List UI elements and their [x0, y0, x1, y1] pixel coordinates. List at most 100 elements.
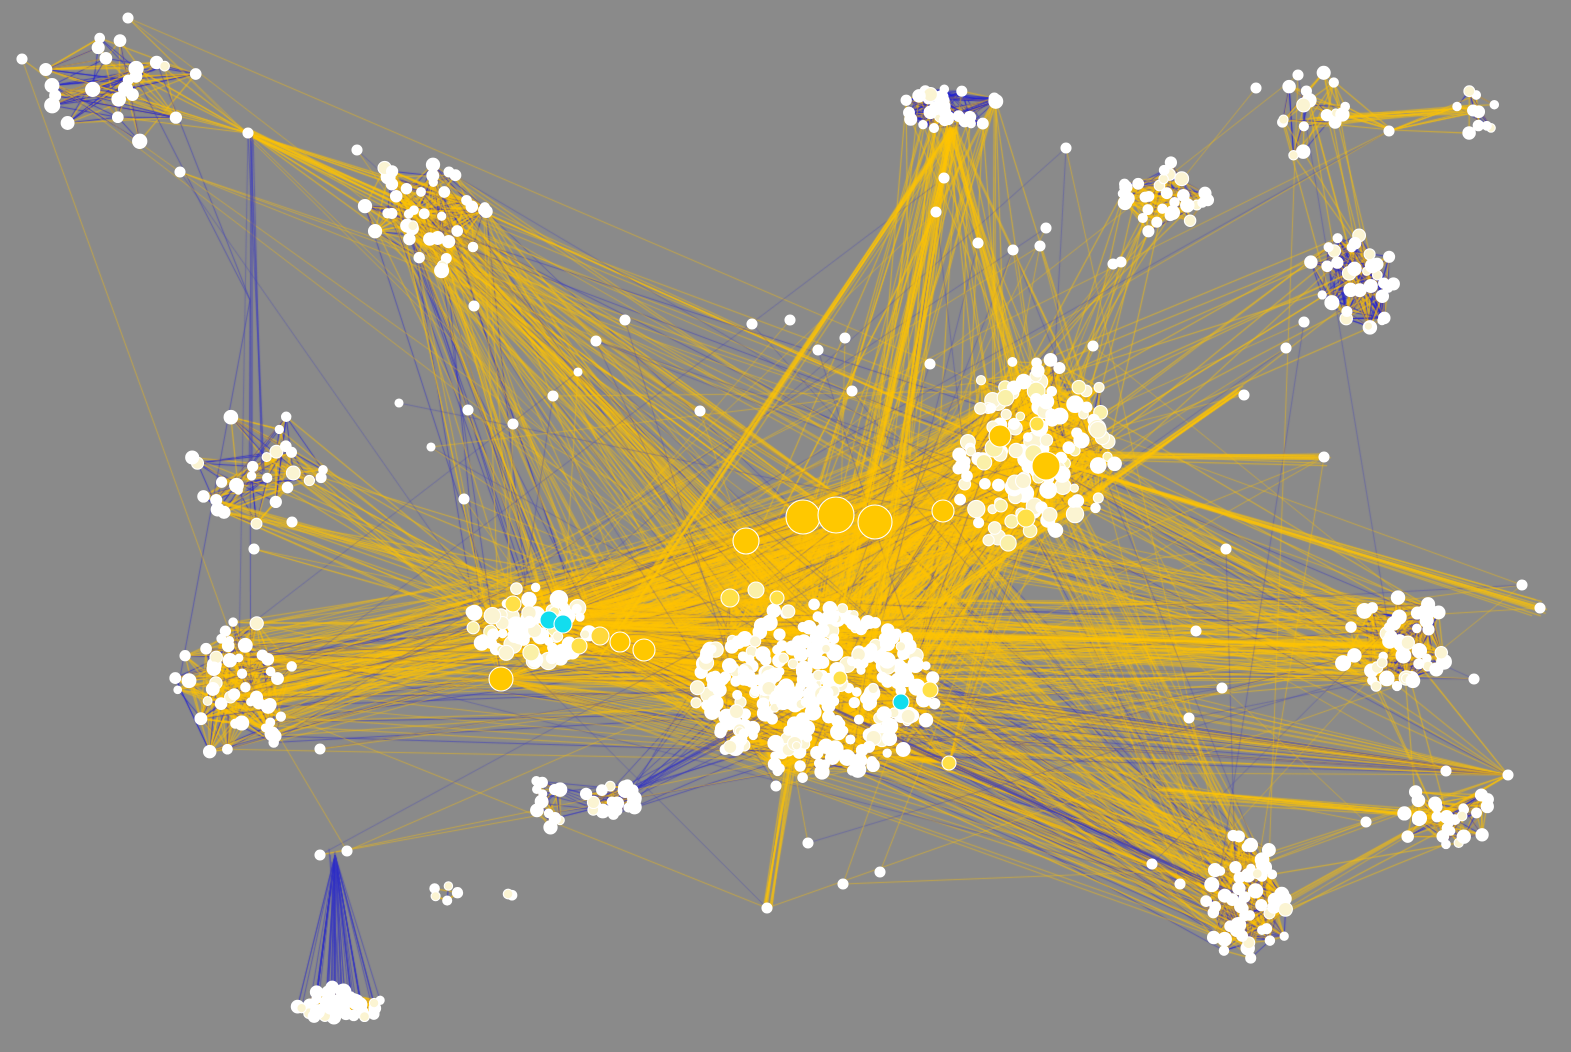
graph-node[interactable]	[982, 534, 995, 547]
graph-node[interactable]	[707, 644, 717, 654]
graph-node[interactable]	[286, 661, 297, 672]
graph-node[interactable]	[126, 88, 139, 101]
graph-node[interactable]	[269, 444, 284, 459]
graph-node-outlier[interactable]	[930, 206, 942, 218]
graph-node[interactable]	[409, 205, 419, 216]
graph-node[interactable]	[795, 680, 806, 692]
graph-node[interactable]	[714, 726, 727, 739]
graph-node[interactable]	[1316, 65, 1331, 80]
graph-node[interactable]	[228, 617, 238, 627]
graph-node[interactable]	[1413, 658, 1425, 670]
graph-node[interactable]	[1456, 810, 1468, 822]
graph-node[interactable]	[766, 713, 778, 725]
graph-node[interactable]	[586, 795, 601, 810]
graph-node[interactable]	[1015, 411, 1026, 422]
graph-node[interactable]	[732, 689, 743, 700]
graph-node[interactable]	[618, 782, 633, 797]
graph-node[interactable]	[229, 477, 244, 493]
graph-node[interactable]	[1041, 506, 1058, 523]
graph-node[interactable]	[1323, 242, 1334, 253]
graph-node-outlier[interactable]	[122, 12, 134, 24]
graph-node[interactable]	[223, 409, 239, 425]
graph-node[interactable]	[571, 603, 582, 614]
graph-node[interactable]	[813, 758, 825, 769]
graph-node[interactable]	[815, 623, 830, 638]
graph-node[interactable]	[1158, 173, 1169, 185]
graph-node[interactable]	[836, 603, 849, 615]
graph-node[interactable]	[1391, 680, 1403, 692]
graph-node[interactable]	[234, 653, 244, 663]
graph-node[interactable]	[976, 117, 989, 130]
graph-node[interactable]	[876, 706, 892, 722]
graph-node-hub[interactable]	[931, 499, 955, 523]
graph-node[interactable]	[802, 733, 813, 743]
graph-node[interactable]	[900, 708, 916, 724]
graph-node[interactable]	[1397, 806, 1412, 821]
graph-node[interactable]	[1282, 79, 1296, 94]
graph-node[interactable]	[1045, 408, 1058, 421]
graph-node[interactable]	[1247, 883, 1264, 899]
graph-node-outlier[interactable]	[1216, 682, 1228, 694]
graph-node[interactable]	[738, 665, 750, 676]
graph-node[interactable]	[216, 633, 227, 644]
graph-node[interactable]	[1463, 85, 1476, 98]
graph-node-hub[interactable]	[921, 681, 939, 699]
graph-node[interactable]	[848, 696, 860, 709]
graph-node[interactable]	[900, 94, 912, 106]
graph-node[interactable]	[1400, 635, 1415, 650]
graph-node[interactable]	[988, 93, 1004, 109]
graph-node-hub[interactable]	[785, 499, 821, 535]
graph-node[interactable]	[487, 628, 500, 641]
graph-node-outlier[interactable]	[314, 849, 326, 861]
graph-node[interactable]	[918, 119, 928, 130]
graph-node[interactable]	[240, 682, 251, 693]
graph-node[interactable]	[1257, 925, 1267, 935]
graph-node[interactable]	[1053, 361, 1066, 375]
graph-node[interactable]	[852, 658, 863, 669]
graph-node[interactable]	[1356, 602, 1373, 619]
graph-node[interactable]	[280, 411, 292, 423]
graph-node[interactable]	[1471, 807, 1482, 819]
graph-node[interactable]	[113, 34, 127, 47]
graph-node[interactable]	[823, 609, 839, 625]
graph-node[interactable]	[477, 634, 489, 646]
graph-node-hub[interactable]	[941, 755, 957, 771]
graph-node-outlier[interactable]	[351, 144, 363, 156]
graph-node[interactable]	[1413, 815, 1425, 827]
graph-node[interactable]	[958, 115, 971, 128]
graph-node-outlier[interactable]	[802, 837, 814, 849]
graph-node[interactable]	[60, 116, 75, 130]
graph-node[interactable]	[307, 1009, 321, 1023]
graph-node[interactable]	[1364, 258, 1381, 274]
graph-node[interactable]	[1441, 839, 1451, 850]
graph-node[interactable]	[1238, 893, 1249, 904]
graph-node-outlier[interactable]	[1220, 543, 1232, 555]
graph-node-outlier[interactable]	[1007, 244, 1019, 256]
graph-node[interactable]	[791, 740, 802, 751]
graph-node[interactable]	[296, 1002, 307, 1014]
graph-node-outlier[interactable]	[770, 780, 782, 792]
graph-node[interactable]	[952, 447, 967, 462]
graph-node[interactable]	[878, 651, 896, 669]
graph-node[interactable]	[797, 772, 808, 783]
graph-node[interactable]	[1401, 830, 1414, 843]
graph-node[interactable]	[315, 472, 327, 484]
graph-node[interactable]	[179, 650, 191, 662]
graph-node[interactable]	[532, 784, 542, 795]
graph-node[interactable]	[745, 720, 761, 736]
graph-node[interactable]	[831, 715, 844, 728]
graph-node[interactable]	[1174, 171, 1190, 187]
graph-node[interactable]	[1014, 472, 1032, 490]
graph-node[interactable]	[275, 711, 287, 722]
graph-node[interactable]	[1237, 902, 1249, 914]
graph-node-outlier[interactable]	[1238, 389, 1250, 401]
graph-node[interactable]	[1375, 289, 1390, 303]
graph-node[interactable]	[824, 750, 840, 765]
graph-node-outlier[interactable]	[1318, 451, 1330, 463]
graph-node[interactable]	[1378, 670, 1395, 687]
graph-node[interactable]	[1015, 373, 1032, 390]
graph-node[interactable]	[744, 654, 755, 665]
graph-node[interactable]	[772, 644, 783, 655]
graph-node[interactable]	[497, 628, 508, 639]
graph-node[interactable]	[1347, 261, 1362, 277]
